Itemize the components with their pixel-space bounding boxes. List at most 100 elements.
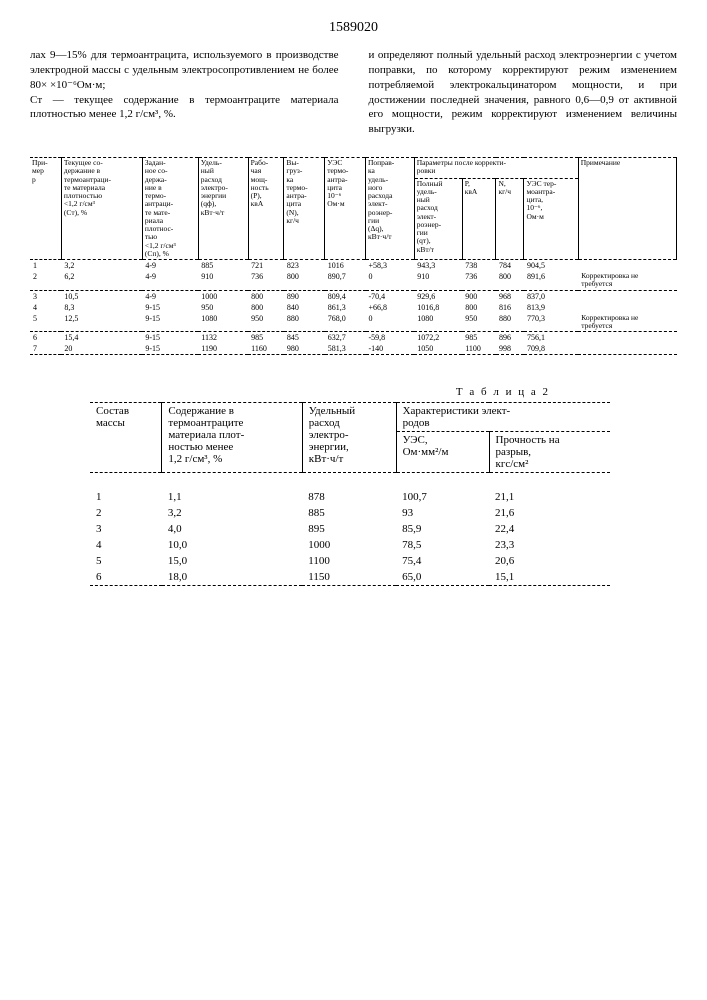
table-cell: 985 xyxy=(462,332,496,344)
table-cell: 12,5 xyxy=(61,313,142,332)
table-row: 515,0110075,420,6 xyxy=(90,553,610,569)
table-row: 13,24-98857218231016+58,3943,3738784904,… xyxy=(30,260,677,272)
table-cell: 5 xyxy=(90,553,162,569)
table-cell: 1 xyxy=(90,489,162,505)
table-cell: 1100 xyxy=(302,553,396,569)
t1-h9g: Параметры после корректи-ровки xyxy=(414,158,578,179)
table-cell: 736 xyxy=(248,271,284,290)
table-cell: 3 xyxy=(90,521,162,537)
table-cell: 985 xyxy=(248,332,284,344)
table-cell: 3 xyxy=(30,290,61,302)
table-cell: 968 xyxy=(496,290,524,302)
table-cell: 1016 xyxy=(325,260,366,272)
table-cell: 943,3 xyxy=(414,260,462,272)
table-cell: 10,0 xyxy=(162,537,302,553)
table-cell: 840 xyxy=(284,302,325,313)
table-cell: 998 xyxy=(496,343,524,355)
table-cell: 7 xyxy=(30,343,61,355)
table-cell: 756,1 xyxy=(524,332,578,344)
table-cell: 93 xyxy=(396,505,489,521)
table-cell: 9-15 xyxy=(142,302,198,313)
table-cell: 1072,2 xyxy=(414,332,462,344)
table-cell: 800 xyxy=(496,271,524,290)
table-cell: 880 xyxy=(496,313,524,332)
t2-h2: Содержание втермоантрацитематериала плот… xyxy=(162,403,302,473)
table-2: Составмассы Содержание втермоантрацитема… xyxy=(90,402,610,586)
table-cell: 950 xyxy=(462,313,496,332)
table-row: 7209-1511901160980581,3-1401050110099870… xyxy=(30,343,677,355)
table-cell: 6 xyxy=(30,332,61,344)
table-cell: 1000 xyxy=(302,537,396,553)
table-cell: 10,5 xyxy=(61,290,142,302)
table2-caption: Т а б л и ц а 2 xyxy=(90,386,610,398)
table-cell: 85,9 xyxy=(396,521,489,537)
t1-h3: Задан-ное со-держа-ние втермо-антраци-те… xyxy=(142,158,198,260)
table-cell: 800 xyxy=(284,271,325,290)
t1-h10: Примечание xyxy=(578,158,676,260)
t1-h1: При-мерр xyxy=(30,158,61,260)
table-cell: 784 xyxy=(496,260,524,272)
table-cell: 4 xyxy=(30,302,61,313)
table-cell: 8,3 xyxy=(61,302,142,313)
table-cell: 800 xyxy=(462,302,496,313)
table-cell: 18,0 xyxy=(162,569,302,586)
table-cell: 709,8 xyxy=(524,343,578,355)
table-cell: 1190 xyxy=(198,343,248,355)
table-cell: 4-9 xyxy=(142,290,198,302)
table-1: При-мерр Текущее со-держание втермоантра… xyxy=(30,157,677,356)
table-cell: 878 xyxy=(302,489,396,505)
table-cell: -70,4 xyxy=(366,290,415,302)
t2-h3: Удельныйрасходэлектро-энергии,кВт·ч/т xyxy=(302,403,396,473)
table-cell: 910 xyxy=(414,271,462,290)
table-cell: 1016,8 xyxy=(414,302,462,313)
table-cell: 3,2 xyxy=(61,260,142,272)
right-column: и определяют полный удельный расход элек… xyxy=(369,48,678,137)
table-cell: 880 xyxy=(284,313,325,332)
table-cell: 65,0 xyxy=(396,569,489,586)
table-cell: 721 xyxy=(248,260,284,272)
table-cell: 0 xyxy=(366,271,415,290)
table-cell: 823 xyxy=(284,260,325,272)
left-column: лах 9—15% для термоантрацита, используем… xyxy=(30,48,339,137)
doc-number: 1589020 xyxy=(30,20,677,36)
t1-h9a: Полныйудель-ныйрасходэлект-роэнер-гии(qт… xyxy=(414,178,462,259)
table-cell: 20,6 xyxy=(489,553,610,569)
t1-h2: Текущее со-держание втермоантраци-те мат… xyxy=(61,158,142,260)
table-cell: 78,5 xyxy=(396,537,489,553)
table-cell: 816 xyxy=(496,302,524,313)
t1-h5: Рабо-чаямощ-ность(P),квА xyxy=(248,158,284,260)
table-row: 48,39-15950800840861,3+66,81016,88008168… xyxy=(30,302,677,313)
table-cell: 15,1 xyxy=(489,569,610,586)
table-cell xyxy=(578,290,676,302)
table-cell xyxy=(578,343,676,355)
table-cell: 6,2 xyxy=(61,271,142,290)
table-cell: 1 xyxy=(30,260,61,272)
t1-h7: УЭСтермо-антра-цита10⁻⁶Ом·м xyxy=(325,158,366,260)
table-row: 615,49-151132985845632,7-59,81072,298589… xyxy=(30,332,677,344)
table-cell: 980 xyxy=(284,343,325,355)
right-text: и определяют полный удельный расход элек… xyxy=(369,49,678,135)
t2-h4a: УЭС,Ом·мм²/м xyxy=(396,432,489,473)
table-cell: +66,8 xyxy=(366,302,415,313)
table-cell: 1080 xyxy=(198,313,248,332)
table-cell: 1150 xyxy=(302,569,396,586)
t1-h8: Поправ-каудель-ногорасходаэлект-роэнер-г… xyxy=(366,158,415,260)
table-cell: 891,6 xyxy=(524,271,578,290)
table-cell: 4-9 xyxy=(142,271,198,290)
table-cell: 4 xyxy=(90,537,162,553)
left-text-2: Cт — текущее содержание в термоантраците… xyxy=(30,94,339,121)
table-cell: 9-15 xyxy=(142,313,198,332)
table-cell: 800 xyxy=(248,290,284,302)
table-cell: +58,3 xyxy=(366,260,415,272)
table-cell: 800 xyxy=(248,302,284,313)
t2-h4b: Прочность наразрыв,кгс/см² xyxy=(489,432,610,473)
table-row: 618,0115065,015,1 xyxy=(90,569,610,586)
table-cell: 0 xyxy=(366,313,415,332)
table-cell: 900 xyxy=(462,290,496,302)
table-cell: 890,7 xyxy=(325,271,366,290)
table-cell: 1100 xyxy=(462,343,496,355)
table-cell: 809,4 xyxy=(325,290,366,302)
table-cell: 1050 xyxy=(414,343,462,355)
table-cell: 895 xyxy=(302,521,396,537)
table-cell: 738 xyxy=(462,260,496,272)
